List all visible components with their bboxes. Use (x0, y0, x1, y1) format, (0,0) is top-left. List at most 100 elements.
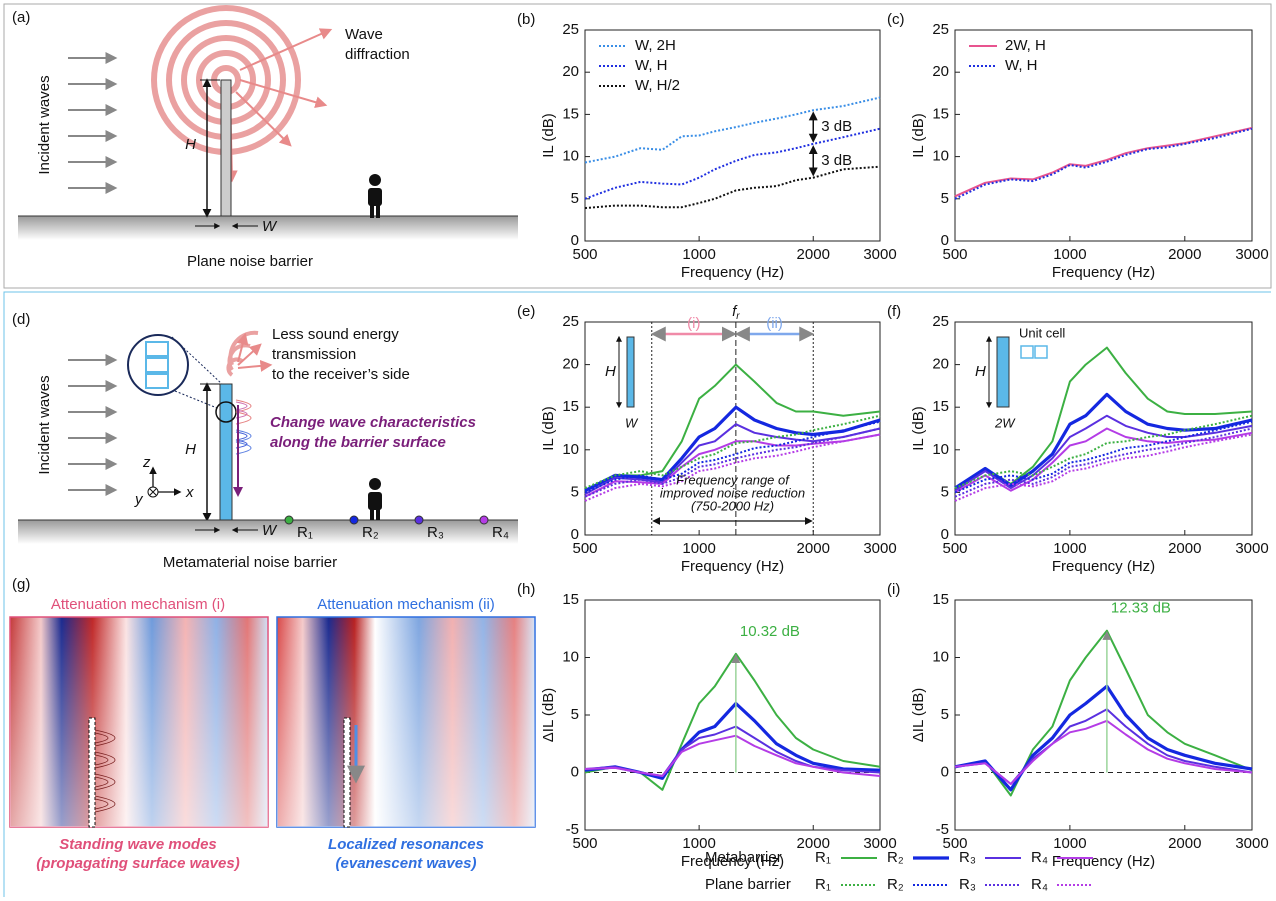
receiver-label: R₃ (427, 524, 444, 541)
inset-unit: Unit cell (1019, 325, 1065, 340)
frame-bottom (3, 291, 1271, 897)
series-line (584, 405, 881, 493)
series-line (584, 414, 881, 490)
series-line (954, 127, 1253, 200)
receiver-label: R₂ (362, 524, 379, 541)
plot-frame (584, 599, 881, 831)
y-tick-label: 10 (562, 441, 579, 458)
y-tick-label: 5 (941, 190, 949, 207)
x-tick-label: 500 (942, 835, 967, 852)
series-line (584, 127, 881, 200)
fr-symbol: f (732, 303, 738, 320)
mechanism-caption: (evanescent waves) (336, 855, 477, 872)
inset-barrier (996, 336, 1010, 408)
y-tick-label: 10 (932, 441, 949, 458)
mechanism-caption: (propagating surface waves) (36, 855, 239, 872)
caption: Metamaterial noise barrier (163, 554, 337, 571)
annotation: 3 dB (821, 152, 852, 169)
series-line (584, 363, 881, 492)
y-axis-title: IL (dB) (910, 406, 927, 450)
y-tick-label: 15 (562, 398, 579, 415)
x-tick-label: 1000 (1053, 540, 1086, 557)
inset-w: W (625, 415, 639, 430)
mechanism-title: Attenuation mechanism (i) (51, 596, 225, 613)
y-tick-label: 0 (941, 763, 949, 780)
plot-frame (954, 29, 1253, 242)
x-tick-label: 3000 (1235, 246, 1268, 263)
legend-label: W, H/2 (635, 77, 680, 94)
transmission-label: Less sound energy (272, 326, 399, 343)
x-tick-label: 2000 (1168, 835, 1201, 852)
y-tick-label: 15 (562, 591, 579, 608)
receiver (284, 515, 294, 525)
y-tick-label: 15 (932, 398, 949, 415)
x-axis-title: Frequency (Hz) (1052, 853, 1155, 870)
mechanism-title: Attenuation mechanism (ii) (317, 596, 495, 613)
axis-z: z (142, 454, 151, 471)
y-tick-label: 5 (941, 483, 949, 500)
x-tick-label: 2000 (797, 246, 830, 263)
y-tick-label: 20 (562, 63, 579, 80)
x-tick-label: 500 (942, 246, 967, 263)
receiver (414, 515, 424, 525)
panel-label: (f) (887, 303, 901, 320)
incident-label: Incident waves (36, 75, 53, 174)
caption: Plane noise barrier (187, 253, 313, 270)
x-axis-title: Frequency (Hz) (681, 558, 784, 575)
y-tick-label: 10 (932, 648, 949, 665)
panel-label: (g) (12, 576, 30, 593)
series-line (584, 96, 881, 164)
y-tick-label: 20 (562, 356, 579, 373)
transmission-label: transmission (272, 346, 356, 363)
x-tick-label: 1000 (1053, 835, 1086, 852)
panel-label: (c) (887, 11, 905, 28)
series-line (584, 165, 881, 210)
frame-top (3, 3, 1272, 289)
diffraction-label: Wave (345, 26, 383, 43)
panel-label: (a) (12, 9, 30, 26)
range-label: (i) (687, 315, 700, 332)
x-axis-title: Frequency (Hz) (681, 264, 784, 281)
annotation: 10.32 dB (740, 623, 800, 640)
x-tick-label: 3000 (863, 835, 896, 852)
y-tick-label: 25 (932, 21, 949, 38)
series-line (954, 392, 1253, 490)
legend-row-label: Metabarrier (705, 849, 782, 866)
y-tick-label: 15 (932, 105, 949, 122)
series-line (584, 652, 881, 791)
y-tick-label: -5 (566, 821, 579, 838)
panel-label: (d) (12, 311, 30, 328)
plot-frame (584, 29, 881, 242)
series-line (954, 433, 1253, 502)
series-line (584, 423, 881, 495)
series-line (584, 734, 881, 777)
transmission-label: to the receiver’s side (272, 366, 410, 383)
x-tick-label: 1000 (682, 246, 715, 263)
x-tick-label: 500 (572, 246, 597, 263)
x-tick-label: 500 (572, 835, 597, 852)
incident-label: Incident waves (36, 375, 53, 474)
y-tick-label: 0 (571, 763, 579, 780)
y-tick-label: 5 (941, 706, 949, 723)
y-tick-label: 25 (932, 313, 949, 330)
x-tick-label: 3000 (863, 540, 896, 557)
mechanism-caption: Localized resonances (328, 836, 484, 853)
legend-label: R₁ (815, 849, 831, 866)
series-line (954, 427, 1253, 498)
legend-label: R₄ (1031, 876, 1048, 893)
y-tick-label: 0 (571, 526, 579, 543)
inset-h: H (605, 363, 616, 380)
change-label: along the barrier surface (270, 434, 446, 451)
legend-label: 2W, H (1005, 37, 1046, 54)
receiver-label: R₄ (492, 524, 509, 541)
axis-x: x (185, 484, 194, 501)
panel-a: (a) Incident waves Wave diffraction H W … (12, 5, 518, 270)
y-tick-label: 20 (932, 356, 949, 373)
y-axis-title: ΔIL (dB) (910, 688, 927, 742)
range-note: (750-2000 Hz) (691, 498, 774, 513)
series-line (954, 420, 1253, 494)
y-axis-title: IL (dB) (910, 113, 927, 157)
x-tick-label: 1000 (682, 835, 715, 852)
x-axis-title: Frequency (Hz) (1052, 558, 1155, 575)
